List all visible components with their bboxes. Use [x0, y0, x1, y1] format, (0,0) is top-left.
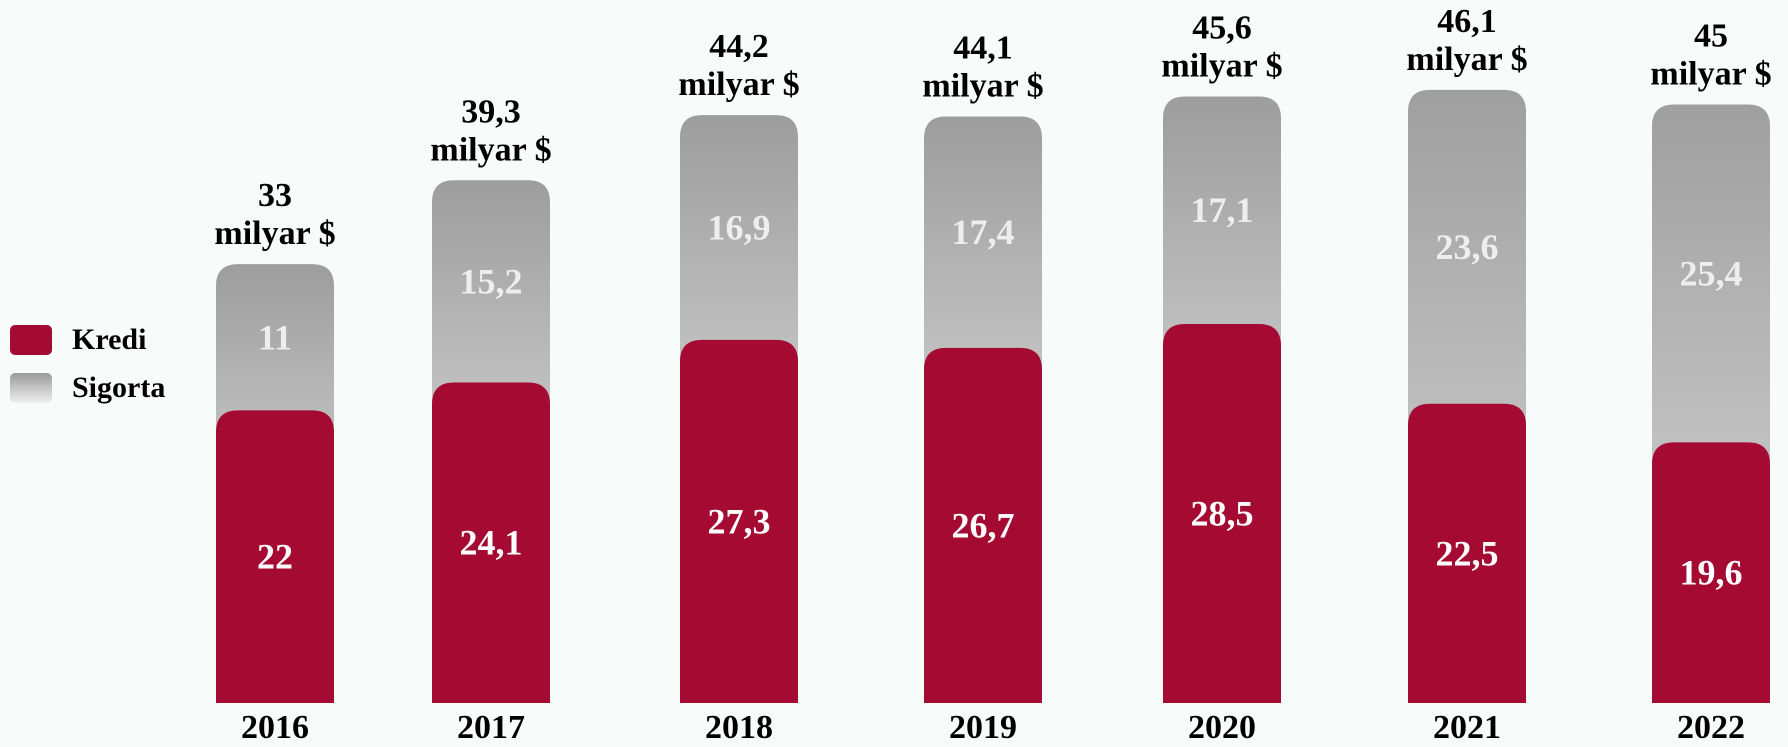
total-unit-label-2021: milyar $ — [1406, 41, 1527, 78]
total-label-2017: 39,3 — [461, 93, 521, 130]
x-tick-label-2020: 2020 — [1188, 709, 1256, 746]
total-unit-label-2018: milyar $ — [678, 66, 799, 103]
data-label-kredi-2022: 19,6 — [1680, 553, 1743, 593]
bar-kredi-2020 — [1163, 323, 1281, 703]
legend: Kredi Sigorta — [10, 316, 165, 412]
bar-kredi-2018 — [680, 339, 798, 703]
legend-swatch-sigorta — [10, 373, 52, 403]
legend-item-kredi: Kredi — [10, 316, 165, 364]
bar-kredi-2021 — [1408, 403, 1526, 703]
total-label-2021: 46,1 — [1437, 3, 1497, 40]
legend-label-kredi: Kredi — [72, 323, 147, 356]
total-unit-label-2016: milyar $ — [214, 215, 335, 252]
x-tick-label-2018: 2018 — [705, 709, 773, 746]
x-tick-label-2017: 2017 — [457, 709, 525, 746]
legend-item-sigorta: Sigorta — [10, 364, 165, 412]
legend-label-sigorta: Sigorta — [72, 371, 166, 404]
x-tick-label-2016: 2016 — [241, 709, 309, 746]
data-label-sigorta-2016: 11 — [258, 317, 292, 357]
bar-kredi-2022 — [1652, 442, 1770, 703]
data-label-sigorta-2022: 25,4 — [1680, 253, 1743, 293]
data-label-kredi-2020: 28,5 — [1191, 493, 1254, 533]
total-label-2020: 45,6 — [1192, 10, 1252, 47]
x-tick-label-2021: 2021 — [1433, 709, 1501, 746]
total-unit-label-2019: milyar $ — [922, 67, 1043, 104]
data-label-sigorta-2020: 17,1 — [1191, 190, 1254, 230]
data-label-sigorta-2017: 15,2 — [460, 261, 523, 301]
total-label-2019: 44,1 — [953, 29, 1013, 66]
bar-kredi-2019 — [924, 347, 1042, 703]
data-label-sigorta-2019: 17,4 — [952, 212, 1015, 252]
data-label-kredi-2017: 24,1 — [460, 523, 523, 563]
legend-swatch-kredi — [10, 325, 52, 355]
total-unit-label-2017: milyar $ — [430, 131, 551, 168]
data-label-kredi-2019: 26,7 — [952, 505, 1015, 545]
total-label-2016: 33 — [258, 177, 292, 214]
total-unit-label-2020: milyar $ — [1161, 48, 1282, 85]
total-label-2018: 44,2 — [709, 28, 769, 65]
bar-kredi-2017 — [432, 382, 550, 703]
data-label-kredi-2018: 27,3 — [708, 501, 771, 541]
data-label-kredi-2016: 22 — [257, 537, 293, 577]
x-tick-label-2019: 2019 — [949, 709, 1017, 746]
data-label-sigorta-2018: 16,9 — [708, 208, 771, 248]
bar-kredi-2016 — [216, 410, 334, 703]
x-tick-label-2022: 2022 — [1677, 709, 1745, 746]
data-label-sigorta-2021: 23,6 — [1436, 227, 1499, 267]
data-label-kredi-2021: 22,5 — [1436, 533, 1499, 573]
total-label-2022: 45 — [1694, 18, 1728, 55]
total-unit-label-2022: milyar $ — [1650, 56, 1771, 93]
